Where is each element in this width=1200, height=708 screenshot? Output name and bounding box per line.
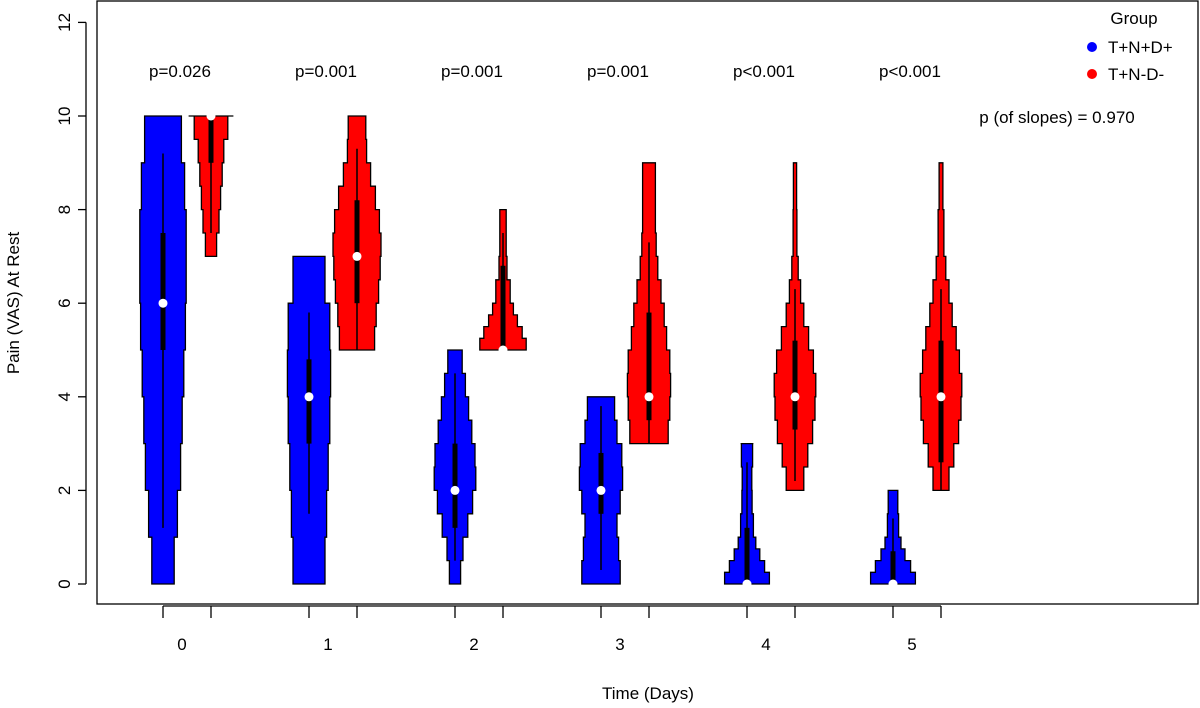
violin-median-point [888, 579, 898, 589]
violin-median-point [352, 251, 362, 261]
p-value-label: p=0.001 [441, 62, 503, 81]
legend-marker [1087, 42, 1097, 52]
violin-median-point [158, 298, 168, 308]
slopes-annotation: p (of slopes) = 0.970 [979, 108, 1134, 127]
x-tick-label: 3 [615, 635, 624, 654]
violin-median-point [498, 345, 508, 355]
y-tick-label: 10 [55, 107, 74, 126]
p-value-label: p=0.026 [149, 62, 211, 81]
legend: Group T+N+D+ T+N-D- [1087, 9, 1173, 84]
p-value-label: p<0.001 [879, 62, 941, 81]
y-tick-label: 2 [55, 486, 74, 495]
violin-iqr-box [306, 359, 312, 444]
x-tick-label: 4 [761, 635, 770, 654]
violin-median-point [742, 579, 752, 589]
violin-iqr-box [792, 340, 798, 430]
violin-median-point [790, 392, 800, 402]
p-value-label: p=0.001 [295, 62, 357, 81]
violins-layer [139, 111, 963, 589]
violin-median-point [644, 392, 654, 402]
violin-median-point [596, 485, 606, 495]
y-tick-label: 0 [55, 579, 74, 588]
legend-entry-label: T+N-D- [1108, 65, 1164, 84]
x-tick-label: 2 [469, 635, 478, 654]
violin-iqr-box [890, 551, 896, 584]
p-value-label: p<0.001 [733, 62, 795, 81]
p-value-annotations: p=0.026 p=0.001 p=0.001 p=0.001 p<0.001 p<0.0… [149, 62, 941, 81]
violin-iqr-box [160, 233, 166, 350]
violin-iqr-box [354, 200, 360, 304]
violin-median-point [304, 392, 314, 402]
x-axis: 0 1 2 3 4 5 [162, 605, 942, 654]
y-tick-label: 12 [55, 13, 74, 32]
y-tick-label: 4 [55, 392, 74, 401]
violin-iqr-box [646, 312, 652, 421]
y-axis: 0 2 4 6 8 10 12 [55, 13, 87, 589]
legend-marker [1087, 69, 1097, 79]
violin-median-point [936, 392, 946, 402]
violin-median-point [450, 485, 460, 495]
legend-title: Group [1110, 9, 1157, 28]
y-axis-label: Pain (VAS) At Rest [4, 232, 23, 375]
x-tick-label: 5 [907, 635, 916, 654]
violin-iqr-box [500, 265, 506, 350]
legend-entry-label: T+N+D+ [1108, 38, 1173, 57]
p-value-label: p=0.001 [587, 62, 649, 81]
violin-iqr-box [744, 527, 750, 584]
violin-median-point [206, 111, 216, 121]
y-tick-label: 8 [55, 205, 74, 214]
violin-iqr-box [598, 452, 604, 514]
violin-iqr-box [208, 116, 214, 163]
violin-iqr-box [452, 443, 458, 528]
violin-iqr-box [938, 340, 944, 463]
plot-frame [96, 0, 1199, 605]
x-tick-label: 0 [177, 635, 186, 654]
y-tick-label: 6 [55, 298, 74, 307]
x-axis-label: Time (Days) [602, 684, 694, 703]
x-tick-label: 1 [323, 635, 332, 654]
